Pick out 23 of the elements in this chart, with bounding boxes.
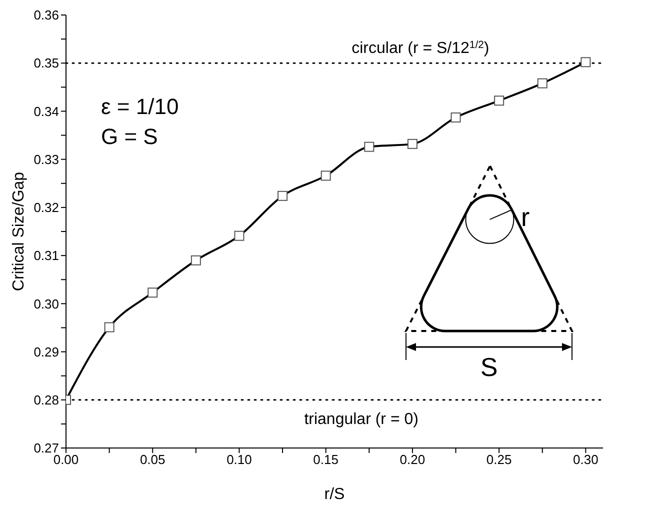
y-tick-label: 0.36 [34, 8, 59, 23]
y-tick-label: 0.34 [34, 104, 59, 119]
y-tick-label: 0.33 [34, 152, 59, 167]
x-tick-label: 0.10 [226, 452, 252, 468]
x-tick-label: 0.30 [573, 452, 598, 468]
annotation: r [521, 202, 530, 232]
annotation: G = S [101, 124, 158, 149]
x-tick-label: 0.25 [486, 452, 512, 468]
y-axis-title: Critical Size/Gap [10, 172, 28, 292]
y-tick-label: 0.32 [34, 200, 59, 216]
y-tick-label: 0.30 [34, 296, 59, 312]
ref-line-label: circular (r = S/12$^{1/2}$) [352, 40, 490, 58]
x-tick-label: 0.20 [400, 452, 426, 468]
x-tick-label: 0.05 [140, 452, 166, 468]
ref-line-label: triangular (r = 0) [304, 410, 418, 428]
y-tick-label: 0.31 [34, 248, 59, 264]
y-tick-label: 0.35 [34, 56, 59, 71]
x-tick-label: 0.15 [313, 452, 338, 468]
y-tick-label: 0.29 [34, 344, 59, 360]
y-tick-label: 0.28 [34, 392, 59, 408]
x-axis-title: r/S [324, 486, 345, 503]
annotation: ε = 1/10 [101, 94, 179, 119]
annotation: S [480, 352, 498, 382]
